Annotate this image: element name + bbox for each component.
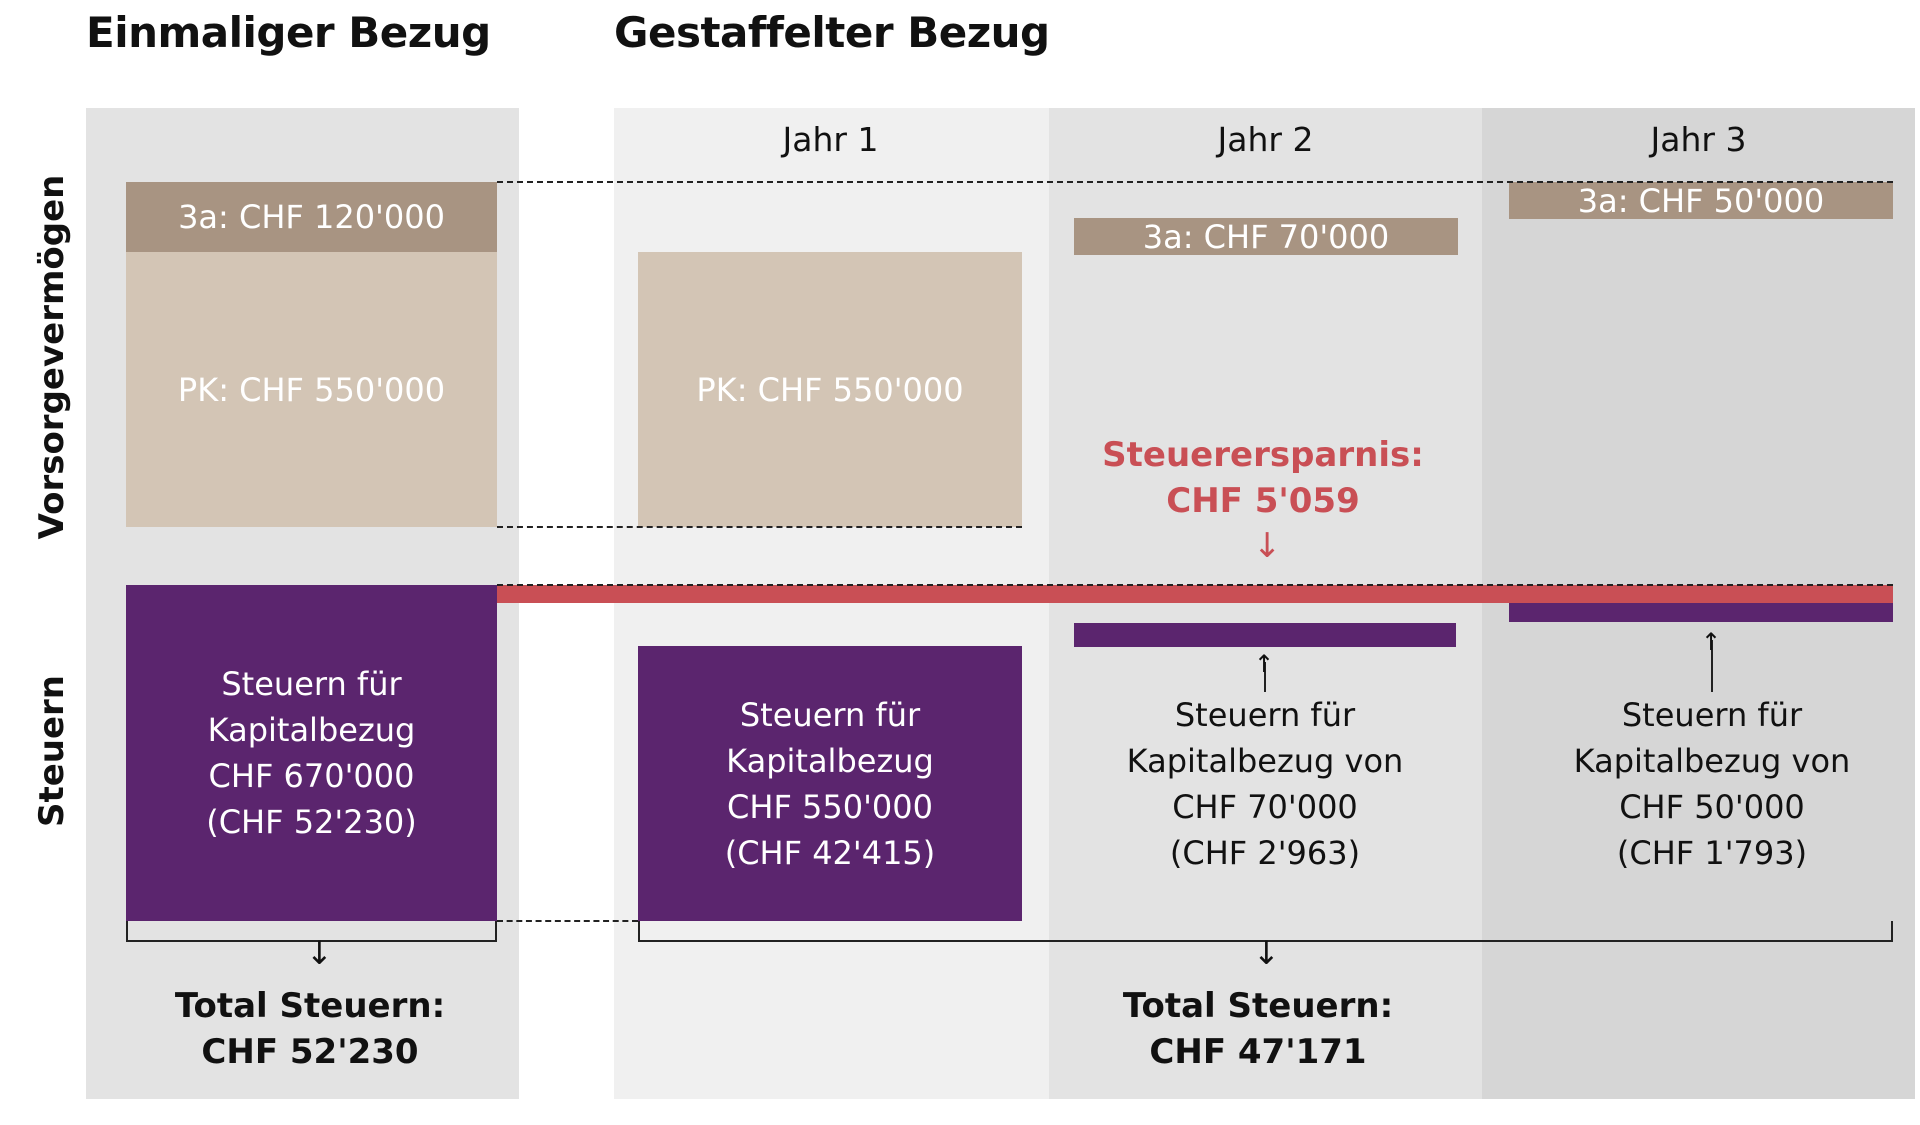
year-1-label: Jahr 1 bbox=[782, 120, 879, 159]
total-value: CHF 47'171 bbox=[1149, 1032, 1367, 1072]
total-value: CHF 52'230 bbox=[201, 1032, 419, 1072]
dashed-line-bottom bbox=[497, 920, 638, 922]
year-1-pk-box: PK: CHF 550'000 bbox=[638, 252, 1022, 527]
tax-text: Kapitalbezug bbox=[207, 711, 416, 749]
dashed-line-pk bbox=[497, 526, 1022, 528]
tax-text: (CHF 52'230) bbox=[206, 803, 417, 841]
year-2-tax-bar bbox=[1074, 623, 1456, 647]
tax-text: Steuern für bbox=[1174, 696, 1356, 734]
year-3-3a-box: 3a: CHF 50'000 bbox=[1509, 182, 1893, 220]
tax-text: Kapitalbezug bbox=[726, 741, 934, 780]
panel-year-2 bbox=[1049, 108, 1482, 1099]
title-single: Einmaliger Bezug bbox=[86, 8, 491, 57]
year-3-tax-bar bbox=[1509, 603, 1893, 622]
side-label-assets: Vorsorgevermögen bbox=[32, 174, 72, 540]
dashed-line-tax bbox=[497, 584, 1893, 586]
single-3a-box: 3a: CHF 120'000 bbox=[126, 182, 497, 252]
total-single: Total Steuern: CHF 52'230 bbox=[175, 983, 445, 1075]
total-staggered: Total Steuern: CHF 47'171 bbox=[1123, 983, 1393, 1075]
year-2-label: Jahr 2 bbox=[1217, 120, 1314, 159]
savings-value: CHF 5'059 bbox=[1166, 481, 1360, 521]
savings-bar bbox=[497, 585, 1893, 603]
tax-text: CHF 550'000 bbox=[727, 787, 933, 826]
bracket-staggered bbox=[638, 921, 1893, 942]
tax-text: CHF 50'000 bbox=[1619, 788, 1805, 826]
year-2-3a-box: 3a: CHF 70'000 bbox=[1074, 218, 1458, 256]
arrow-down-icon: ↓ bbox=[1253, 934, 1280, 972]
tax-text: (CHF 42'415) bbox=[724, 833, 936, 872]
arrow-up-icon: ↑ bbox=[1254, 650, 1275, 678]
side-label-taxes: Steuern bbox=[32, 674, 72, 828]
arrow-down-icon: ↓ bbox=[1253, 526, 1282, 566]
tax-text: CHF 670'000 bbox=[208, 757, 415, 795]
tax-text: (CHF 1'793) bbox=[1616, 834, 1808, 872]
tax-text: (CHF 2'963) bbox=[1169, 834, 1361, 872]
year-1-tax-box: Steuern für Kapitalbezug CHF 550'000 (CHF 4… bbox=[638, 646, 1022, 921]
year-3-tax-text: Steuern für Kapitalbezug von CHF 50'000 (CH… bbox=[1574, 692, 1851, 876]
single-tax-box: Steuern für Kapitalbezug CHF 670'000 (CHF 5… bbox=[126, 585, 497, 921]
title-staggered: Gestaffelter Bezug bbox=[614, 8, 1050, 57]
tax-text: Kapitalbezug von bbox=[1126, 742, 1404, 780]
savings-title: Steuerersparnis: bbox=[1102, 435, 1424, 475]
total-label: Total Steuern: bbox=[174, 986, 446, 1026]
total-label: Total Steuern: bbox=[1122, 986, 1394, 1026]
tax-text: Kapitalbezug von bbox=[1573, 742, 1851, 780]
arrow-up-icon bbox=[1711, 640, 1713, 692]
single-pk-box: PK: CHF 550'000 bbox=[126, 252, 497, 527]
arrow-down-icon: ↓ bbox=[306, 934, 333, 972]
bracket-single bbox=[126, 921, 497, 942]
tax-text: Steuern für bbox=[221, 665, 402, 703]
arrow-up-icon bbox=[1264, 662, 1266, 692]
tax-text: Steuern für bbox=[1621, 696, 1803, 734]
year-2-tax-text: Steuern für Kapitalbezug von CHF 70'000 (CH… bbox=[1127, 692, 1404, 876]
year-3-label: Jahr 3 bbox=[1650, 120, 1747, 159]
dashed-line-top bbox=[497, 181, 1893, 183]
tax-text: Steuern für bbox=[739, 695, 921, 734]
savings-label: Steuerersparnis: CHF 5'059 bbox=[1102, 432, 1424, 524]
tax-text: CHF 70'000 bbox=[1172, 788, 1358, 826]
arrow-up-icon: ↑ bbox=[1701, 628, 1722, 656]
